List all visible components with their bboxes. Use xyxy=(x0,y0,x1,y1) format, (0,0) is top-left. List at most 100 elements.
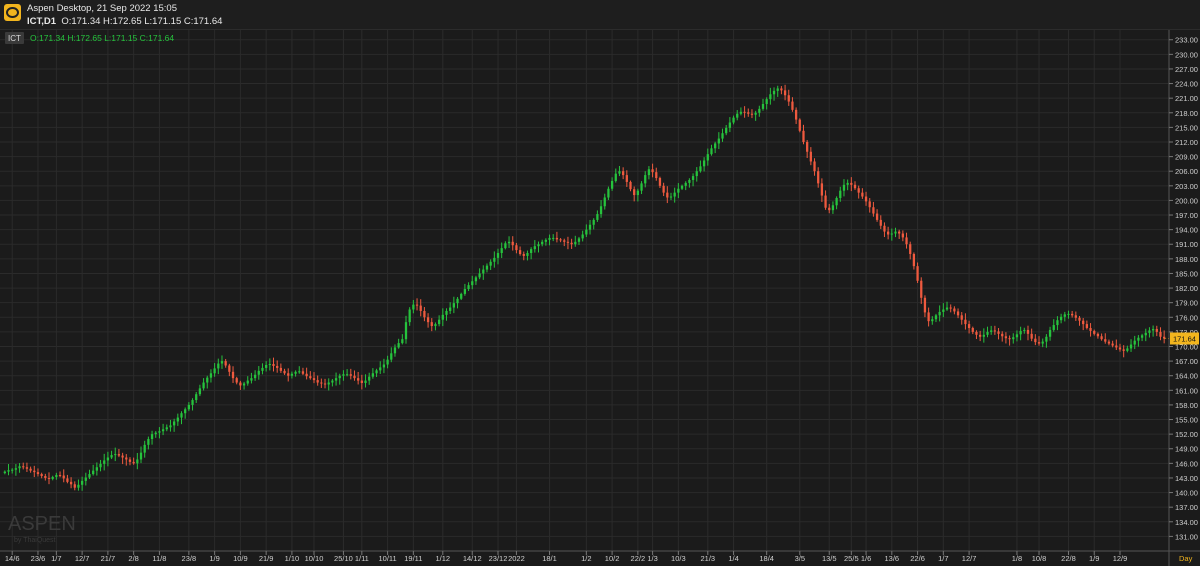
time-axis[interactable]: 14/6 23/6 1/7 12/7 21/7 2/8 11/8 23/8 1/9 10/9 21/… xyxy=(5,551,1127,563)
candle-body xyxy=(747,112,750,114)
candle-body xyxy=(824,195,827,208)
candle-body xyxy=(368,376,371,381)
x-tick-label: 25/5 xyxy=(844,554,859,563)
candle-body xyxy=(861,192,864,197)
candle-body xyxy=(916,266,919,281)
candle-body xyxy=(875,213,879,220)
candle-body xyxy=(426,317,430,323)
candle-body xyxy=(912,253,916,267)
candle-body xyxy=(666,192,669,198)
candle-body xyxy=(688,179,691,183)
candle-body xyxy=(320,382,323,384)
watermark-brand: ASPEN xyxy=(8,513,76,535)
candle-body xyxy=(147,439,150,445)
candle-body xyxy=(187,404,191,410)
candle-body xyxy=(73,484,76,488)
candle-body xyxy=(603,197,606,207)
candle-body xyxy=(471,281,474,286)
candle-body xyxy=(474,277,478,282)
candle-body xyxy=(1037,342,1041,344)
candle-body xyxy=(691,176,695,180)
candle-body xyxy=(397,343,400,348)
candle-body xyxy=(794,109,798,120)
candle-body xyxy=(1041,341,1044,344)
candle-body xyxy=(1048,329,1052,337)
candle-body xyxy=(1078,317,1081,321)
x-tick-label: 3/5 xyxy=(795,554,805,563)
candle-body xyxy=(150,434,154,440)
candle-body xyxy=(938,311,941,316)
candle-body xyxy=(114,454,117,456)
candle-body xyxy=(345,374,349,376)
candle-body xyxy=(478,273,481,278)
candle-body xyxy=(415,304,419,306)
timeframe-label[interactable]: Day xyxy=(1179,554,1193,563)
candle-body xyxy=(379,367,382,371)
candle-body xyxy=(967,324,971,328)
candle-body xyxy=(184,409,187,414)
y-tick-label: 200.00 xyxy=(1175,196,1198,205)
candle-body xyxy=(1071,313,1074,316)
candle-body xyxy=(191,400,194,405)
candle-body xyxy=(997,331,1000,334)
candle-body xyxy=(331,380,334,383)
candle-body xyxy=(857,188,860,193)
x-tick-label: 23/12 xyxy=(489,554,508,563)
candle-body xyxy=(581,234,584,239)
candle-body xyxy=(231,371,235,379)
candle-body xyxy=(828,207,831,211)
x-tick-label: 21/7 xyxy=(101,554,116,563)
candle-body xyxy=(728,122,732,128)
candle-body xyxy=(677,188,680,193)
candle-body xyxy=(721,133,724,139)
y-tick-label: 218.00 xyxy=(1175,109,1198,118)
candle-body xyxy=(305,373,308,377)
candle-body xyxy=(923,297,927,313)
candle-body xyxy=(879,219,882,226)
candle-body xyxy=(92,470,95,475)
candle-body xyxy=(839,190,842,198)
price-axis[interactable]: 233.00 230.00 227.00 224.00 221.00 218.00 215.… xyxy=(1169,36,1198,542)
y-tick-label: 185.00 xyxy=(1175,269,1198,278)
candle-body xyxy=(684,182,687,186)
candle-body xyxy=(846,182,849,185)
candle-body xyxy=(780,88,783,91)
candle-body xyxy=(161,429,165,432)
candle-body xyxy=(390,353,393,360)
x-tick-label: 2/8 xyxy=(128,554,138,563)
x-tick-label: 21/3 xyxy=(700,554,715,563)
price-chart[interactable]: ASPEN by ThaiQuest 233.00 230.00 227.00 224… xyxy=(0,30,1200,566)
candle-body xyxy=(651,169,654,173)
candle-body xyxy=(618,171,621,174)
candle-body xyxy=(772,90,776,95)
candle-body xyxy=(228,365,231,372)
y-tick-label: 146.00 xyxy=(1175,459,1198,468)
candle-body xyxy=(401,339,404,344)
x-tick-label: 13/5 xyxy=(822,554,837,563)
candle-body xyxy=(283,370,286,374)
candle-body xyxy=(80,480,84,485)
candle-body xyxy=(791,101,794,110)
x-tick-label: 1/10 xyxy=(285,554,300,563)
candle-body xyxy=(570,242,573,245)
candle-body xyxy=(868,201,871,208)
candle-body xyxy=(128,459,132,462)
candle-body xyxy=(931,319,934,322)
candle-body xyxy=(360,380,363,384)
candle-body xyxy=(316,380,319,383)
candle-body xyxy=(1140,335,1144,338)
y-tick-label: 155.00 xyxy=(1175,416,1198,425)
candle-body xyxy=(1026,329,1030,334)
candle-body xyxy=(1115,345,1118,348)
app-logo-icon[interactable] xyxy=(4,4,21,21)
candle-body xyxy=(357,378,360,381)
candle-body xyxy=(386,359,389,365)
candle-body xyxy=(1074,315,1077,318)
candle-body xyxy=(544,239,547,242)
candle-body xyxy=(419,305,422,311)
candle-body xyxy=(1148,330,1151,333)
candle-body xyxy=(489,261,492,266)
legend-ohlc: O:171.34 H:172.65 L:171.15 C:171.64 xyxy=(30,33,174,43)
candle-body xyxy=(927,312,930,322)
candle-body xyxy=(268,364,271,366)
